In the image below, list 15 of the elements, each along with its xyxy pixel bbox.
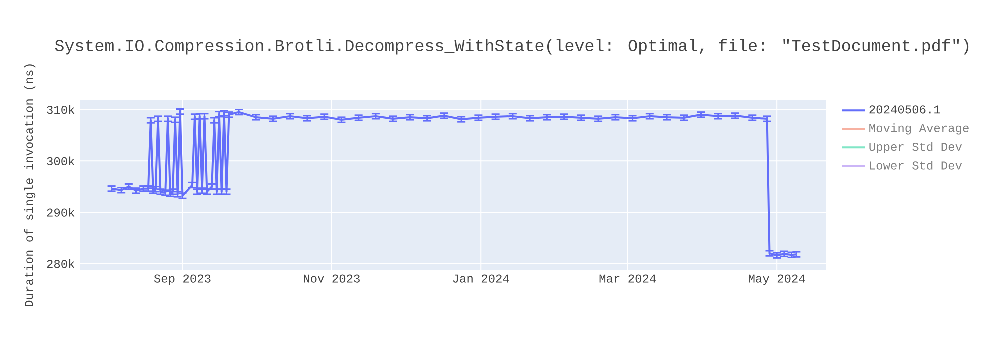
y-tick-label: 300k xyxy=(47,156,75,166)
y-tick-label: 280k xyxy=(47,259,75,268)
x-tick-label: May 2024 xyxy=(749,274,806,286)
x-tick-label: Mar 2024 xyxy=(600,274,656,283)
legend-label: 20240506.1 xyxy=(870,106,940,114)
legend-label: Lower Std Dev xyxy=(870,161,962,170)
y-tick-label: 310k xyxy=(47,105,75,114)
x-tick-label: Nov 2023 xyxy=(304,274,360,283)
legend-label: Moving Average xyxy=(870,124,969,135)
x-tick-label: Sep 2023 xyxy=(154,274,211,286)
x-tick-label: Jan 2024 xyxy=(453,274,510,283)
y-axis-title: Duration of single invocation (ns) xyxy=(24,64,36,306)
y-tick-label: 290k xyxy=(47,208,75,217)
legend-label: Upper Std Dev xyxy=(870,142,962,154)
chart-title: System.IO.Compression.Brotli.Decompress_WithState(level: Optimal, file: "TestDocument.pdf") xyxy=(55,39,969,55)
